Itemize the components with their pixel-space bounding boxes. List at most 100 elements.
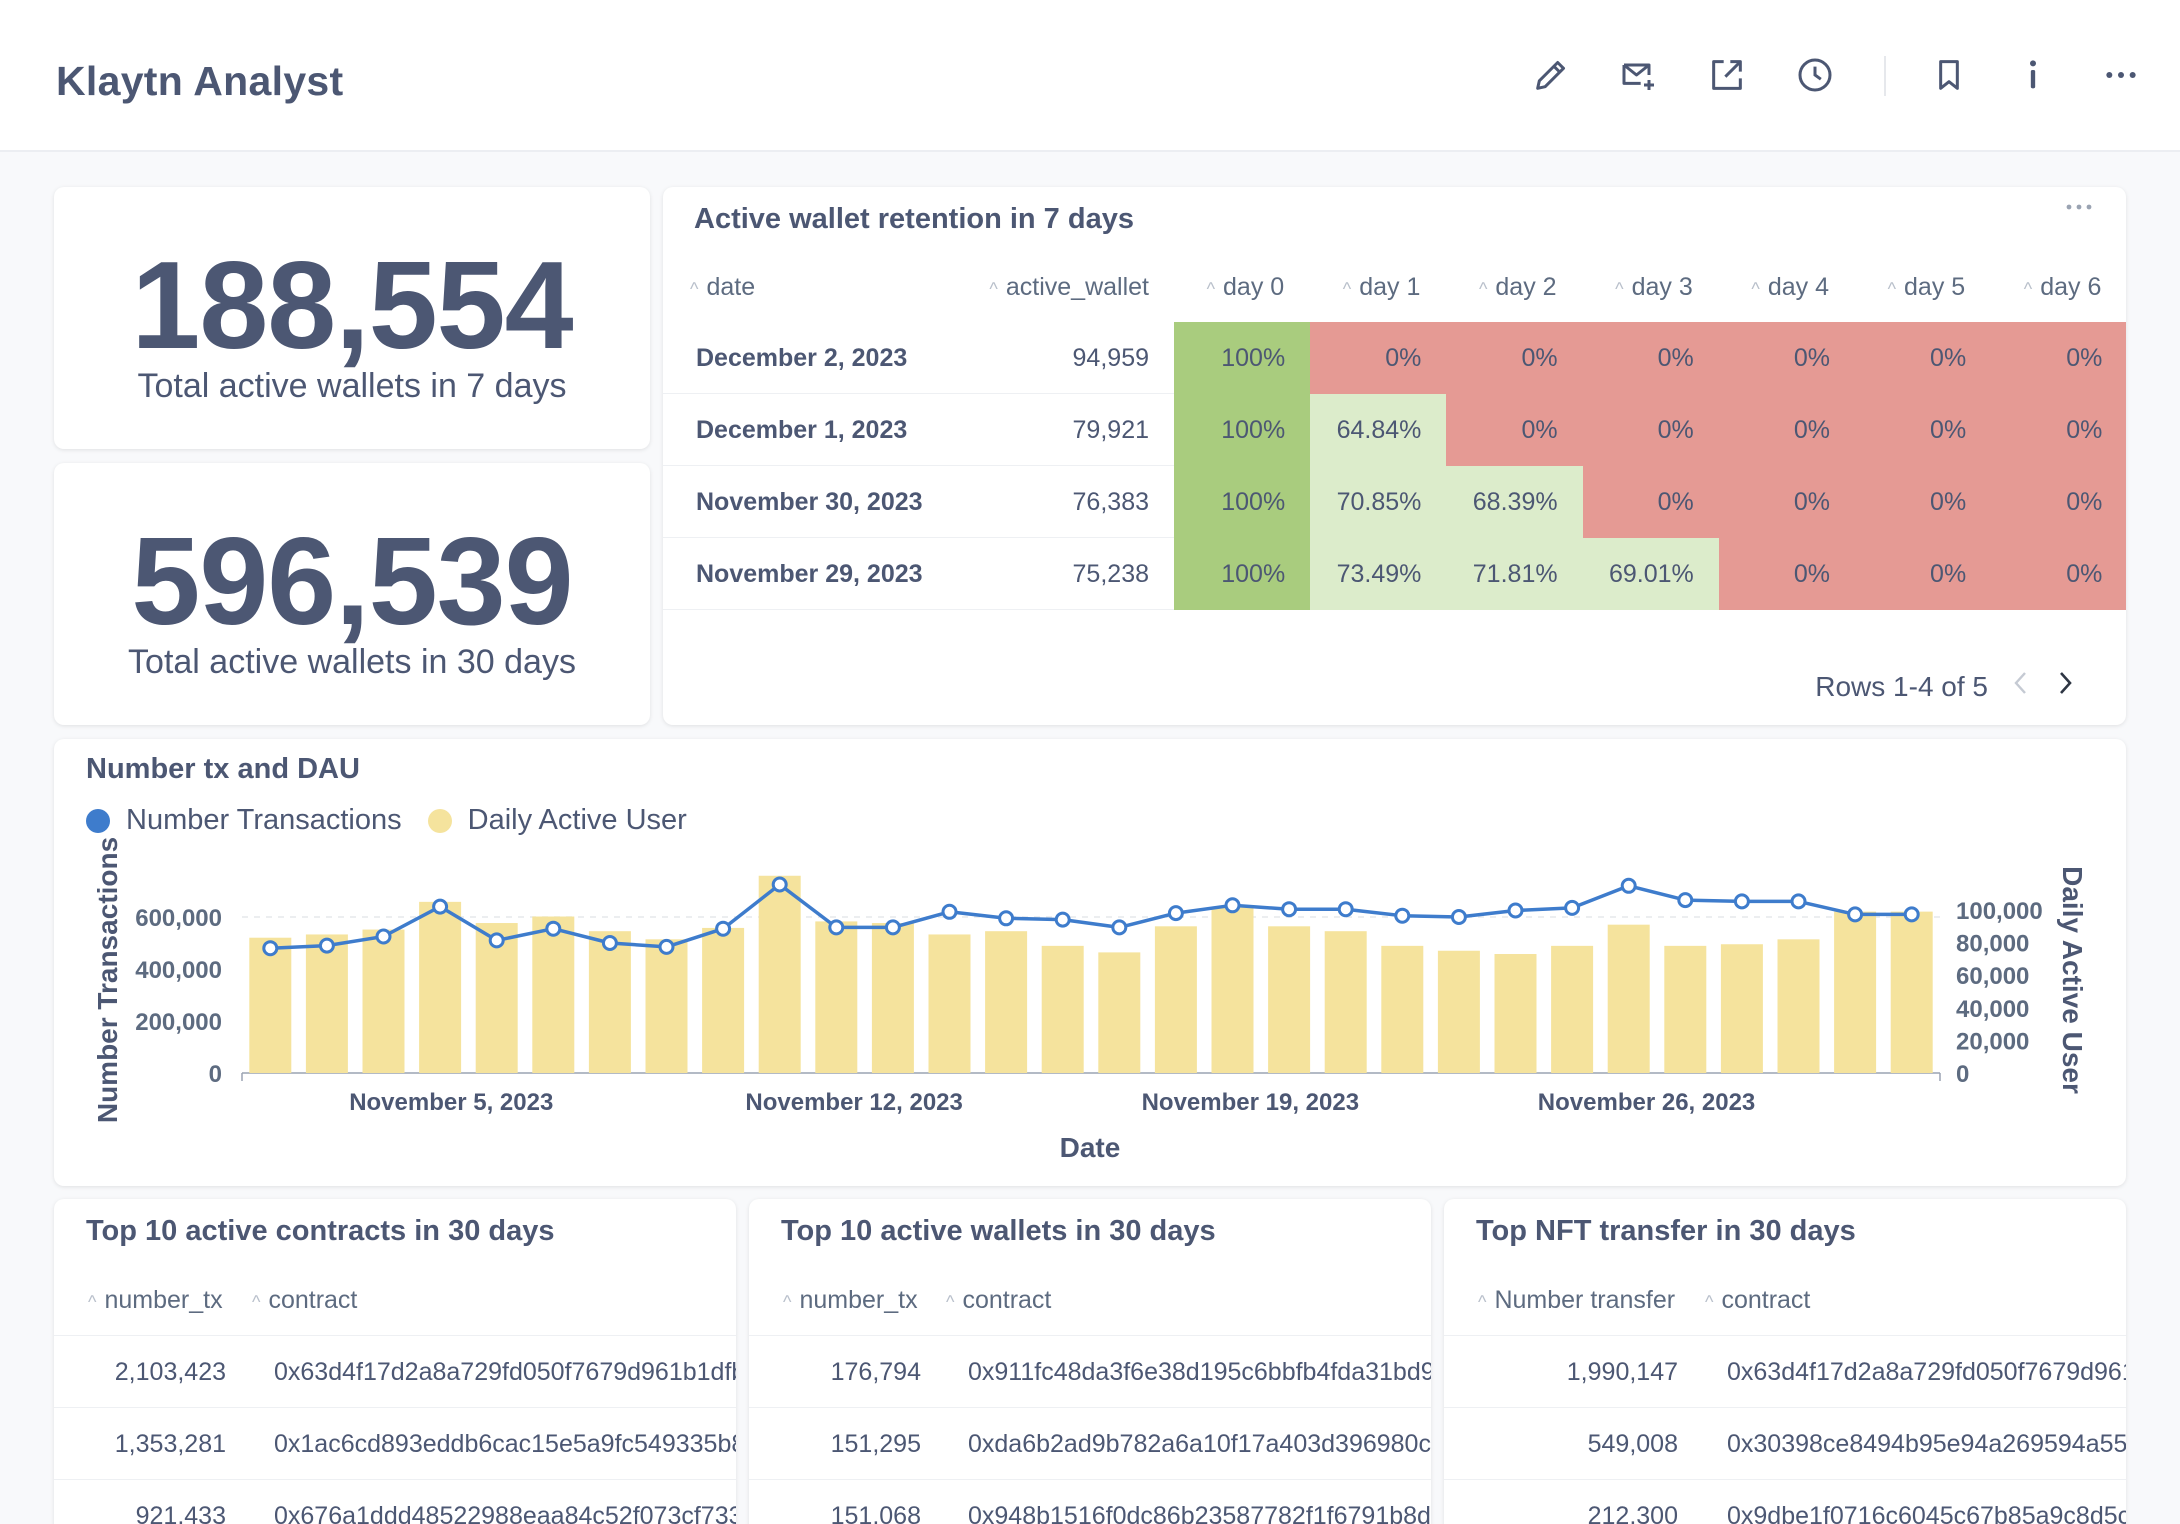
legend-label-transactions[interactable]: Number Transactions <box>126 804 402 836</box>
col-header-contract[interactable]: ^ contract <box>1705 1286 1810 1315</box>
col-header-label: number_tx <box>799 1286 918 1314</box>
table-row[interactable]: 151,295 0xda6b2ad9b782a6a10f17a403d396980… <box>749 1407 1431 1479</box>
bookmark-icon[interactable] <box>1924 50 1974 100</box>
table-row[interactable]: 549,008 0x30398ce8494b95e94a269594a559b3c… <box>1444 1407 2126 1479</box>
chart-title: Number tx and DAU <box>86 753 360 785</box>
sort-caret-icon: ^ <box>690 279 699 299</box>
col-header-number[interactable]: ^ number_tx <box>88 1286 223 1315</box>
cell-number: 549,008 <box>1587 1430 1678 1458</box>
col-header-contract[interactable]: ^ contract <box>252 1286 357 1315</box>
col-header-number[interactable]: ^ number_tx <box>783 1286 918 1315</box>
table-row[interactable]: 1,990,147 0x63d4f17d2a8a729fd050f7679d961… <box>1444 1335 2126 1407</box>
next-page-icon[interactable] <box>2054 668 2076 705</box>
header-divider <box>1884 56 1886 96</box>
sort-caret-icon: ^ <box>1478 279 1488 299</box>
table-row[interactable]: 921,433 0x676a1ddd48522988eaa84c52f073cf7… <box>54 1479 736 1524</box>
more-icon[interactable] <box>2096 50 2146 100</box>
col-header-day-2[interactable]: ^ day 2 <box>1446 273 1557 302</box>
col-header-label: contract <box>962 1286 1052 1314</box>
table-row[interactable]: December 2, 2023 94,959 100% 0% 0% 0% 0% 0% 0% <box>663 322 2126 394</box>
cell-date: December 1, 2023 <box>696 416 908 444</box>
sort-caret-icon: ^ <box>783 1292 792 1312</box>
cell-active-wallet: 79,921 <box>1072 416 1149 444</box>
cell-day-4: 0% <box>1718 394 1856 466</box>
stat-label: Total active wallets in 30 days <box>128 643 576 681</box>
prev-page-icon[interactable] <box>2010 668 2032 705</box>
sort-caret-icon: ^ <box>1751 279 1760 299</box>
cell-contract[interactable]: 0x30398ce8494b95e94a269594a559b3c1e0f4d2… <box>1727 1430 2126 1458</box>
cell-day-4: 0% <box>1718 322 1856 394</box>
pencil-icon[interactable] <box>1526 50 1576 100</box>
cell-day-5: 0% <box>1855 394 1993 466</box>
cell-contract[interactable]: 0x676a1ddd48522988eaa84c52f073cf7337d2c4… <box>274 1502 736 1524</box>
col-header-label: day 6 <box>2040 273 2102 301</box>
retention-card: Active wallet retention in 7 days ^ date ^… <box>663 187 2126 725</box>
table-row[interactable]: 176,794 0x911fc48da3f6e38d195c6bbfb4fda31… <box>749 1335 1431 1407</box>
col-header-label: day 0 <box>1223 273 1285 301</box>
card-more-icon[interactable] <box>2064 197 2094 222</box>
cell-number: 151,295 <box>830 1430 921 1458</box>
cell-day-0: 100% <box>1174 466 1312 538</box>
cell-contract[interactable]: 0x63d4f17d2a8a729fd050f7679d961b1dfbb1e3… <box>274 1358 736 1386</box>
cell-day-6: 0% <box>1991 394 2126 466</box>
cell-contract[interactable]: 0x911fc48da3f6e38d195c6bbfb4fda31bd9a0c7… <box>968 1358 1431 1386</box>
info-icon[interactable] <box>2008 50 2058 100</box>
cell-active-wallet: 76,383 <box>1072 488 1149 516</box>
col-header-day-5[interactable]: ^ day 5 <box>1855 273 1966 302</box>
table-row[interactable]: 212,300 0x9dbe1f0716c6045c67b85a9c8d5ca4e… <box>1444 1479 2126 1524</box>
top-table-card: Top 10 active contracts in 30 days ^ numbe… <box>54 1199 736 1524</box>
cell-day-4: 0% <box>1718 538 1856 610</box>
cell-day-3: 0% <box>1582 322 1720 394</box>
cell-day-2: 68.39% <box>1446 466 1584 538</box>
col-header-label: date <box>706 273 756 301</box>
col-header-date[interactable]: ^ date <box>690 273 755 302</box>
table-row[interactable]: November 29, 2023 75,238 100% 73.49% 71.81% 6… <box>663 538 2126 610</box>
stat-value: 596,539 <box>131 513 573 651</box>
cell-contract[interactable]: 0x1ac6cd893eddb6cac15e5a9fc549335b8b4490… <box>274 1430 736 1458</box>
pagination: Rows 1-4 of 5 <box>1815 668 2076 705</box>
subscription-icon[interactable] <box>1614 50 1664 100</box>
share-icon[interactable] <box>1702 50 1752 100</box>
sort-caret-icon: ^ <box>88 1292 97 1312</box>
cell-day-2: 0% <box>1446 394 1584 466</box>
col-header-label: active_wallet <box>1005 273 1149 301</box>
col-header-contract[interactable]: ^ contract <box>946 1286 1051 1315</box>
col-header-day-3[interactable]: ^ day 3 <box>1583 273 1693 302</box>
cell-day-3: 0% <box>1582 394 1720 466</box>
col-header-label: contract <box>268 1286 358 1314</box>
table-row[interactable]: 151,068 0x948b1516f0dc86b23587782f1f6791b… <box>749 1479 1431 1524</box>
col-header-label: day 1 <box>1359 273 1421 301</box>
cell-date: November 30, 2023 <box>696 488 923 516</box>
legend-label-dau[interactable]: Daily Active User <box>467 804 687 836</box>
cell-date: November 29, 2023 <box>696 560 923 588</box>
table-row[interactable]: November 30, 2023 76,383 100% 70.85% 68.39% 0… <box>663 466 2126 538</box>
table-row[interactable]: 1,353,281 0x1ac6cd893eddb6cac15e5a9fc5493… <box>54 1407 736 1479</box>
col-header-day-0[interactable]: ^ day 0 <box>1174 273 1285 302</box>
col-header-day-1[interactable]: ^ day 1 <box>1310 273 1421 302</box>
col-header-day-6[interactable]: ^ day 6 <box>1991 273 2102 302</box>
cell-contract[interactable]: 0x63d4f17d2a8a729fd050f7679d961b1dfbb1e3… <box>1727 1358 2126 1386</box>
cell-contract[interactable]: 0x9dbe1f0716c6045c67b85a9c8d5ca4e71f3b2d… <box>1727 1502 2126 1524</box>
stat-card-30-days[interactable]: 596,539 Total active wallets in 30 days <box>54 463 650 725</box>
sort-caret-icon: ^ <box>1478 1292 1487 1312</box>
card-title: Active wallet retention in 7 days <box>694 203 1134 235</box>
col-header-number[interactable]: ^ Number transfer <box>1478 1286 1675 1315</box>
cell-number: 176,794 <box>830 1358 921 1386</box>
col-header-active-wallet[interactable]: ^ active_wallet <box>963 273 1149 302</box>
cell-day-2: 0% <box>1446 322 1584 394</box>
table-row[interactable]: December 1, 2023 79,921 100% 64.84% 0% 0% 0% 0%… <box>663 394 2126 466</box>
stat-card-7-days[interactable]: 188,554 Total active wallets in 7 days <box>54 187 650 449</box>
col-header-day-4[interactable]: ^ day 4 <box>1719 273 1829 302</box>
dashboard-header: Klaytn Analyst <box>0 0 2180 152</box>
cell-day-0: 100% <box>1174 322 1312 394</box>
cell-contract[interactable]: 0xda6b2ad9b782a6a10f17a403d396980c8a2f5e… <box>968 1430 1431 1458</box>
sort-caret-icon: ^ <box>989 279 998 299</box>
table-row[interactable]: 2,103,423 0x63d4f17d2a8a729fd050f7679d961… <box>54 1335 736 1407</box>
cell-day-3: 0% <box>1582 466 1720 538</box>
cell-contract[interactable]: 0x948b1516f0dc86b23587782f1f6791b8d0e4a3… <box>968 1502 1431 1524</box>
history-icon[interactable] <box>1790 50 1840 100</box>
col-header-label: day 2 <box>1495 273 1557 301</box>
sort-caret-icon: ^ <box>1615 279 1624 299</box>
col-header-label: number_tx <box>104 1286 223 1314</box>
cell-day-5: 0% <box>1855 466 1993 538</box>
